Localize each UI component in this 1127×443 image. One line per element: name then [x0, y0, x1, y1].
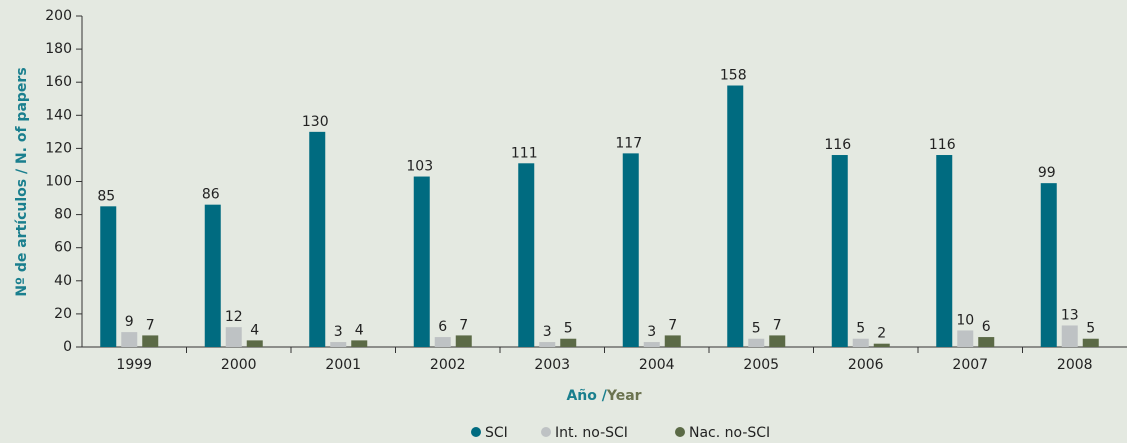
data-label: 85 [97, 188, 115, 204]
bar [936, 155, 953, 347]
x-axis-label-part: Year [606, 388, 642, 404]
x-tick-label: 1999 [116, 357, 152, 373]
bar [664, 335, 681, 347]
y-tick-label: 160 [45, 74, 72, 90]
data-label: 5 [564, 321, 573, 337]
y-tick-label: 100 [45, 174, 72, 190]
y-tick-label: 20 [54, 306, 72, 322]
bar [142, 335, 159, 347]
data-label: 3 [647, 324, 656, 340]
bar [831, 155, 848, 347]
x-axis-label: Año /Year [566, 388, 641, 404]
data-label: 103 [406, 159, 433, 175]
data-label: 116 [929, 137, 956, 153]
x-tick-label: 2004 [639, 357, 675, 373]
y-tick-label: 60 [54, 240, 72, 256]
x-tick-label: 2005 [743, 357, 779, 373]
y-tick-label: 0 [63, 339, 72, 355]
data-label: 9 [125, 314, 134, 330]
bar [330, 342, 347, 347]
data-label: 13 [1061, 307, 1079, 323]
bar [1040, 183, 1057, 347]
bar [413, 176, 430, 347]
y-tick-label: 40 [54, 273, 72, 289]
legend-label: SCI [485, 425, 508, 441]
bar [121, 332, 138, 347]
bar [873, 343, 890, 347]
data-label: 6 [438, 319, 447, 335]
bar [309, 131, 326, 347]
bar [769, 335, 786, 347]
data-label: 116 [824, 137, 851, 153]
data-label: 3 [543, 324, 552, 340]
legend-marker [675, 427, 685, 437]
y-tick-label: 80 [54, 207, 72, 223]
bar [100, 206, 117, 347]
data-label: 7 [146, 317, 155, 333]
bar [518, 163, 535, 347]
bar [455, 335, 472, 347]
bar [246, 340, 263, 347]
bar [727, 85, 744, 347]
x-tick-label: 2006 [848, 357, 884, 373]
data-label: 4 [250, 322, 259, 338]
data-label: 5 [856, 321, 865, 337]
bar [1061, 325, 1078, 347]
data-label: 2 [877, 326, 886, 342]
bar [852, 338, 869, 347]
data-label: 6 [982, 319, 991, 335]
y-tick-label: 140 [45, 107, 72, 123]
x-tick-label: 2002 [430, 357, 466, 373]
legend-label: Int. no-SCI [555, 425, 628, 441]
bar [225, 327, 242, 347]
y-tick-label: 180 [45, 41, 72, 57]
data-label: 12 [225, 309, 243, 325]
bar [978, 337, 995, 347]
bar [560, 338, 577, 347]
x-tick-label: 2007 [952, 357, 988, 373]
data-label: 5 [1086, 321, 1095, 337]
data-label: 10 [956, 312, 974, 328]
x-axis-label-part: Año / [566, 388, 607, 404]
bar [434, 337, 451, 347]
bar [748, 338, 765, 347]
bar [622, 153, 639, 347]
data-label: 7 [668, 317, 677, 333]
data-label: 4 [355, 322, 364, 338]
legend-marker [471, 427, 481, 437]
bar [957, 330, 974, 347]
data-label: 99 [1038, 165, 1056, 181]
legend-marker [541, 427, 551, 437]
data-label: 5 [752, 321, 761, 337]
data-label: 158 [720, 68, 747, 84]
bar [1082, 338, 1099, 347]
bar [539, 342, 556, 347]
y-axis-label: Nº de artículos / N. of papers [14, 67, 30, 296]
legend-label: Nac. no-SCI [689, 425, 770, 441]
bar [643, 342, 660, 347]
data-label: 111 [511, 145, 538, 161]
data-label: 117 [615, 135, 642, 151]
data-label: 130 [302, 114, 329, 130]
y-tick-label: 120 [45, 140, 72, 156]
x-tick-label: 2001 [325, 357, 361, 373]
data-label: 7 [459, 317, 468, 333]
data-label: 3 [334, 324, 343, 340]
data-label: 86 [202, 187, 220, 203]
x-tick-label: 2008 [1057, 357, 1093, 373]
x-tick-label: 2003 [534, 357, 570, 373]
data-label: 7 [773, 317, 782, 333]
y-tick-label: 200 [45, 8, 72, 24]
bar [204, 204, 221, 347]
x-tick-label: 2000 [221, 357, 257, 373]
bar [351, 340, 368, 347]
